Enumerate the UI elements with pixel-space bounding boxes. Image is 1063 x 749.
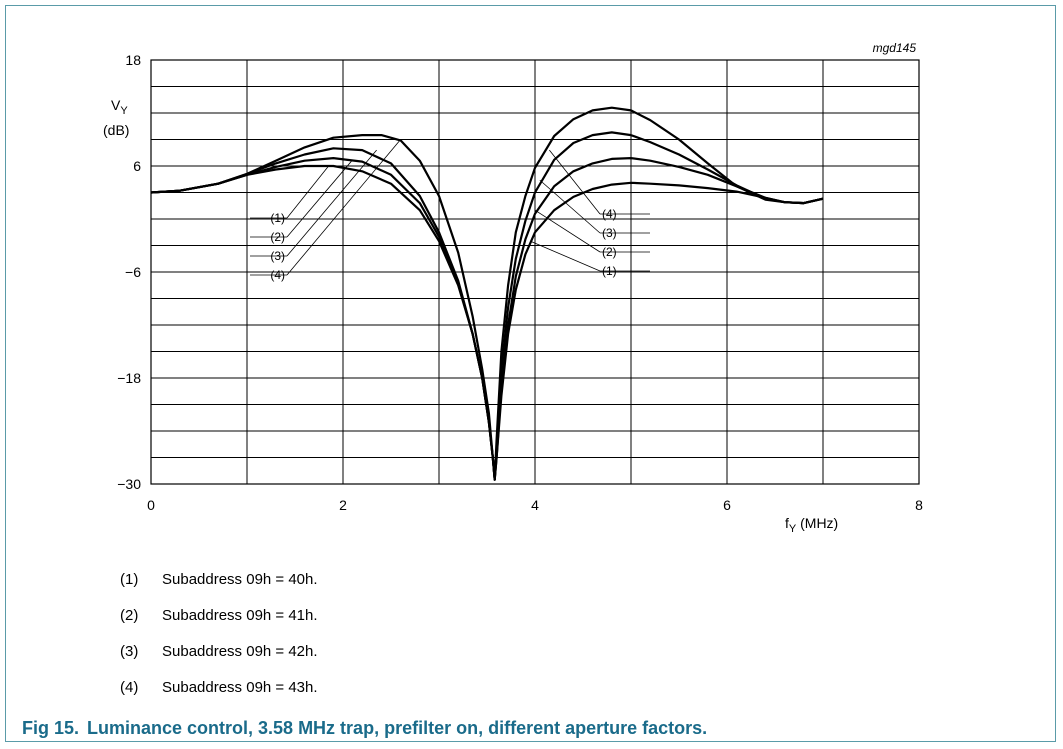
figure-frame	[5, 5, 1056, 742]
figure-caption-text: Luminance control, 3.58 MHz trap, prefil…	[87, 718, 708, 738]
legend-item-3: (3) Subaddress 09h = 42h.	[120, 643, 318, 660]
y-axis-unit: (dB)	[103, 122, 129, 138]
callout-label-right: (3)	[602, 226, 617, 240]
legend-text: Subaddress 09h = 40h.	[162, 571, 318, 588]
y-tick-labels: 18 6 −6 −18 −30	[117, 52, 141, 492]
x-axis-label: fY (MHz)	[785, 515, 838, 535]
figure-number: Fig 15.	[22, 718, 80, 738]
callout-leader-right	[530, 240, 601, 272]
y-tick-label: 18	[125, 52, 141, 68]
curve-callouts: (1)(2)(3)(4)(4)(3)(2)(1)	[250, 139, 650, 282]
grid	[151, 60, 919, 484]
plot-border	[150, 59, 920, 485]
y-axis-label-main: V	[111, 97, 121, 113]
x-tick-label: 2	[339, 497, 347, 513]
legend-number: (3)	[120, 643, 139, 660]
legend-item-4: (4) Subaddress 09h = 43h.	[120, 679, 318, 696]
callout-leader-left	[286, 149, 377, 257]
legend-item-1: (1) Subaddress 09h = 40h.	[120, 571, 318, 588]
figure-caption: Fig 15. Luminance control, 3.58 MHz trap,…	[22, 718, 707, 739]
y-tick-label: −30	[117, 476, 141, 492]
y-axis-label-sub: Y	[120, 105, 128, 117]
x-tick-label: 6	[723, 497, 731, 513]
y-tick-label: −6	[125, 264, 141, 280]
legend-number: (4)	[120, 679, 139, 696]
series-line-3	[150, 131, 824, 481]
callout-leader-left	[286, 159, 353, 238]
series-line-1	[150, 164, 824, 481]
x-tick-labels: 0 2 4 6 8	[147, 497, 923, 513]
figure-code: mgd145	[873, 41, 917, 55]
x-tick-label: 0	[147, 497, 155, 513]
callout-label-right: (1)	[602, 264, 617, 278]
series-lines	[150, 106, 824, 481]
legend-text: Subaddress 09h = 42h.	[162, 643, 318, 660]
x-axis-unit: (MHz)	[796, 515, 838, 531]
callout-label-right: (4)	[602, 207, 617, 221]
callout-leader-right	[539, 179, 601, 234]
series-line-4	[150, 106, 824, 481]
x-axis-label-sub: Y	[789, 523, 797, 535]
legend-text: Subaddress 09h = 41h.	[162, 607, 318, 624]
x-tick-label: 4	[531, 497, 539, 513]
callout-leader-left	[286, 139, 401, 276]
y-tick-label: −18	[117, 370, 141, 386]
y-axis-label: VY	[111, 97, 128, 117]
callout-label-right: (2)	[602, 245, 617, 259]
callout-leader-right	[549, 149, 601, 215]
y-tick-label: 6	[133, 158, 141, 174]
callout-leader-right	[534, 209, 601, 253]
x-axis-label-main: f	[785, 515, 789, 531]
legend-text: Subaddress 09h = 43h.	[162, 679, 318, 696]
x-tick-label: 8	[915, 497, 923, 513]
legend-item-2: (2) Subaddress 09h = 41h.	[120, 607, 318, 624]
legend-number: (2)	[120, 607, 139, 624]
legend-number: (1)	[120, 571, 139, 588]
callout-leader-left	[286, 165, 329, 219]
